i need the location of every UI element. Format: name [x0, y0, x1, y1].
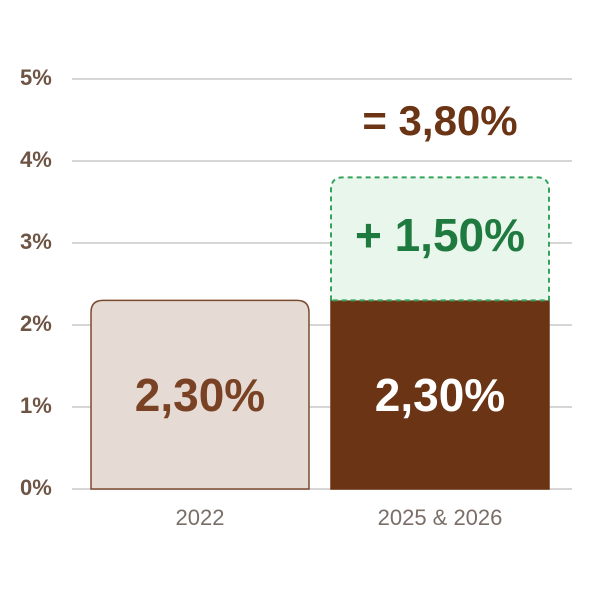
value-label: 2,30%	[135, 369, 265, 421]
x-tick-label: 2022	[176, 505, 225, 530]
y-tick-label: 0%	[20, 475, 52, 500]
value-label: 2,30%	[375, 369, 505, 421]
labels: 2,30% 2,30% + 1,50%	[135, 209, 525, 421]
bar-segment	[90, 299, 310, 490]
x-tick-label: 2025 & 2026	[378, 505, 503, 530]
y-tick-label: 2%	[20, 311, 52, 336]
y-tick-label: 3%	[20, 229, 52, 254]
total-annotation: = 3,80%	[362, 97, 517, 144]
y-tick-label: 5%	[20, 65, 52, 90]
y-tick-label: 1%	[20, 393, 52, 418]
bar-segment	[330, 176, 550, 302]
value-label: + 1,50%	[355, 209, 525, 261]
y-tick-label: 4%	[20, 147, 52, 172]
bars	[90, 176, 550, 490]
